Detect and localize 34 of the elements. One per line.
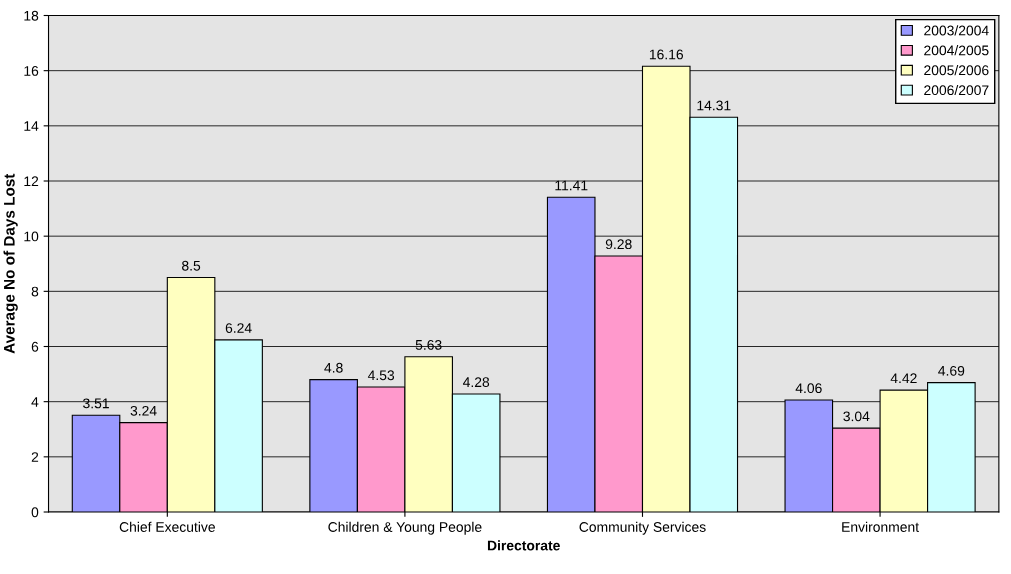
y-tick-label: 10 — [24, 231, 39, 242]
data-label: 3.24 — [130, 405, 157, 416]
y-tick-label: 12 — [24, 176, 39, 187]
y-tick-label: 6 — [31, 341, 39, 352]
data-label: 11.41 — [555, 180, 588, 191]
data-label: 6.24 — [225, 323, 252, 333]
data-label: 4.28 — [462, 377, 490, 388]
data-label: 16.16 — [649, 49, 684, 60]
y-tick-label: 14 — [24, 121, 39, 131]
x-tick-label: Children & Young People — [328, 521, 482, 535]
legend-label: 2003/2004 — [924, 25, 989, 36]
y-tick-label: 0 — [31, 507, 39, 518]
x-tick-label: Chief Executive — [119, 521, 215, 532]
y-tick-label: 18 — [24, 10, 39, 21]
y-axis-title: Average No of Days Lost — [3, 173, 18, 354]
x-axis-title: Directorate — [487, 540, 560, 551]
data-label: 9.28 — [605, 239, 632, 250]
data-label: 4.42 — [890, 373, 917, 384]
x-tick-label: Environment — [842, 521, 919, 532]
y-tick-label: 8 — [31, 286, 39, 297]
y-tick-label: 16 — [24, 66, 39, 76]
legend-label: 2005/2006 — [924, 65, 989, 76]
data-label: 4.53 — [367, 370, 395, 381]
y-tick-label: 4 — [31, 397, 39, 407]
legend-label: 2006/2007 — [924, 84, 989, 96]
legend-label: 2004/2005 — [924, 45, 989, 56]
x-tick-label: Community Services — [579, 521, 706, 535]
data-label: 4.69 — [938, 365, 965, 376]
data-label: 8.5 — [182, 260, 201, 271]
data-label: 14.31 — [697, 100, 731, 111]
data-label: 4.8 — [324, 362, 343, 373]
data-label: 3.04 — [843, 411, 870, 422]
y-tick-label: 2 — [31, 452, 39, 462]
data-label: 4.06 — [795, 383, 822, 394]
